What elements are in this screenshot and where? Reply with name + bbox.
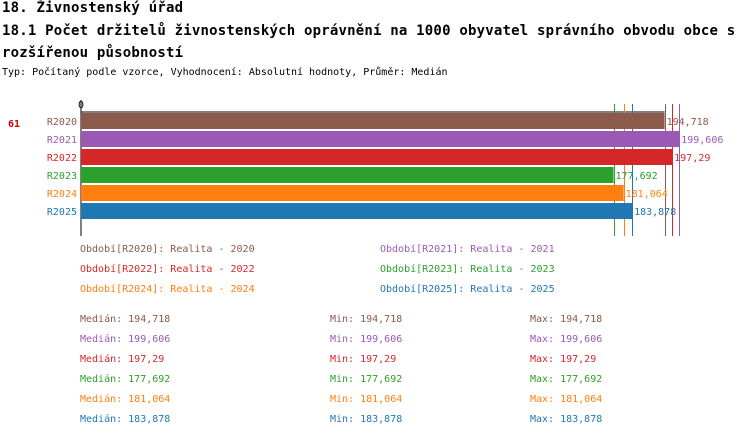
category-label: R2020 — [47, 117, 77, 128]
stat-max: Max: 183,878 — [530, 414, 603, 425]
stat-median: Medián: 197,29 — [80, 354, 165, 365]
stat-min: Min: 181,064 — [330, 394, 403, 405]
chart-subtitle: Typ: Počítaný podle vzorce, Vyhodnocení:… — [2, 67, 448, 78]
category-label: R2022 — [47, 153, 77, 164]
stat-min: Min: 194,718 — [330, 314, 403, 325]
stat-median: Medián: 199,606 — [80, 334, 171, 345]
legend-item: Období[R2023]: Realita - 2023 — [380, 264, 555, 275]
category-label: R2023 — [47, 171, 77, 182]
stat-max: Max: 197,29 — [530, 354, 597, 365]
x-tick-zero: 0 — [78, 100, 84, 111]
legend-item: Období[R2025]: Realita - 2025 — [380, 284, 555, 295]
bar-r2021 — [81, 131, 680, 147]
stat-min: Min: 183,878 — [330, 414, 403, 425]
stat-median: Medián: 177,692 — [80, 374, 171, 385]
bar-r2020 — [81, 113, 665, 129]
stat-median: Medián: 181,064 — [80, 394, 171, 405]
stat-max: Max: 194,718 — [530, 314, 603, 325]
stat-min: Min: 177,692 — [330, 374, 403, 385]
stat-max: Max: 199,606 — [530, 334, 603, 345]
chart-title: 18.1 Počet držitelů živnostenských opráv… — [2, 23, 736, 61]
value-label: 183,878 — [634, 207, 676, 218]
stat-median: Medián: 194,718 — [80, 314, 171, 325]
legend-item: Období[R2022]: Realita - 2022 — [80, 264, 255, 275]
bar-r2023 — [81, 167, 614, 183]
category-label: R2024 — [47, 189, 77, 200]
value-label: 197,29 — [674, 153, 710, 164]
stat-max: Max: 177,692 — [530, 374, 603, 385]
bar-r2024 — [81, 185, 624, 201]
value-label: 199,606 — [681, 135, 723, 146]
category-label: R2025 — [47, 207, 77, 218]
bar-r2025 — [81, 203, 633, 219]
legend-item: Období[R2021]: Realita - 2021 — [380, 244, 555, 255]
stat-min: Min: 197,29 — [330, 354, 397, 365]
section-heading: 18. Živnostenský úřad — [2, 0, 184, 16]
stat-min: Min: 199,606 — [330, 334, 403, 345]
bar-r2022 — [81, 149, 673, 165]
row-label: 61 — [8, 119, 20, 130]
legend-item: Období[R2020]: Realita - 2020 — [80, 244, 255, 255]
stat-median: Medián: 183,878 — [80, 414, 171, 425]
category-label: R2021 — [47, 135, 77, 146]
stat-max: Max: 181,064 — [530, 394, 603, 405]
value-label: 194,718 — [667, 117, 709, 128]
value-label: 181,064 — [626, 189, 668, 200]
legend-item: Období[R2024]: Realita - 2024 — [80, 284, 255, 295]
value-label: 177,692 — [616, 171, 658, 182]
